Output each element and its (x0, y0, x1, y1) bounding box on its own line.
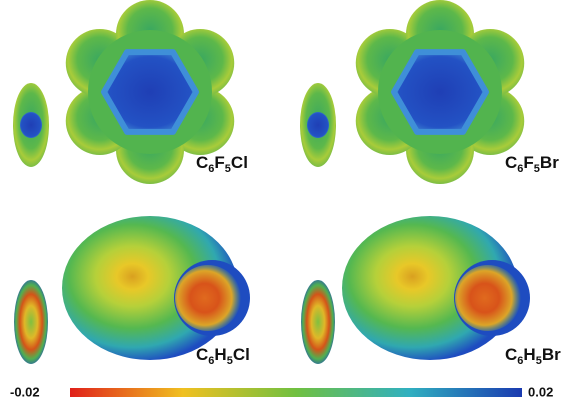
colorbar (70, 388, 522, 397)
molecule-label: C6H5Br (505, 345, 561, 367)
colorbar-min: -0.02 (10, 384, 40, 399)
halogen-core (175, 265, 241, 331)
ring (101, 49, 199, 135)
molecule-label: C6F5Cl (196, 153, 248, 175)
molecule-label: C6H5Cl (196, 345, 250, 367)
molecules: C6F5Cl C6F5Br C6H5Cl C6H5Br (13, 0, 561, 367)
side-view-core (307, 112, 329, 138)
halogen-core (455, 265, 521, 331)
side-view (14, 280, 48, 364)
molecule-label: C6F5Br (505, 153, 559, 175)
side-view (301, 280, 335, 364)
side-view-core (20, 112, 42, 138)
ring (391, 49, 489, 135)
colorbar-max: 0.02 (528, 384, 553, 399)
